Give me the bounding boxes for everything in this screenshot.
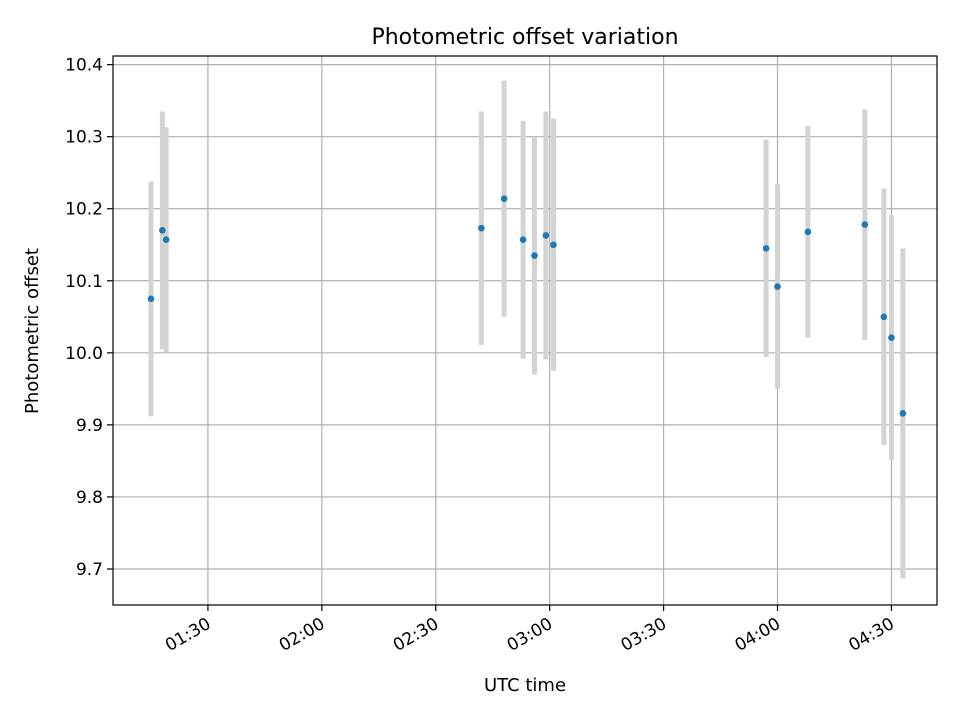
data-points (147, 195, 907, 417)
data-point (519, 236, 527, 244)
chart-title: Photometric offset variation (371, 25, 678, 50)
data-point (478, 224, 485, 232)
data-point (762, 245, 770, 252)
data-point (531, 252, 538, 259)
y-tick-label: 10.1 (65, 272, 103, 292)
y-axis-label: Photometric offset (22, 248, 43, 414)
x-axis-label: UTC time (484, 675, 566, 696)
data-point (804, 228, 812, 236)
data-point (550, 241, 557, 249)
data-point (542, 232, 550, 239)
y-tick-label: 9.9 (76, 416, 103, 436)
data-point (147, 295, 155, 303)
y-tick-label: 9.8 (76, 488, 103, 508)
data-point (162, 236, 170, 244)
y-tick-label: 10.0 (65, 344, 103, 364)
plot-area-frame (112, 55, 938, 606)
data-point (774, 283, 781, 290)
data-point (899, 410, 907, 417)
y-tick-label: 10.4 (65, 56, 103, 76)
data-point (880, 313, 888, 321)
data-point (861, 221, 869, 228)
data-point (888, 334, 895, 342)
y-tick-label: 9.7 (76, 560, 103, 580)
data-point (159, 227, 166, 234)
y-tick-label: 10.2 (65, 200, 103, 220)
data-point (500, 195, 508, 202)
y-tick-label: 10.3 (65, 128, 103, 148)
